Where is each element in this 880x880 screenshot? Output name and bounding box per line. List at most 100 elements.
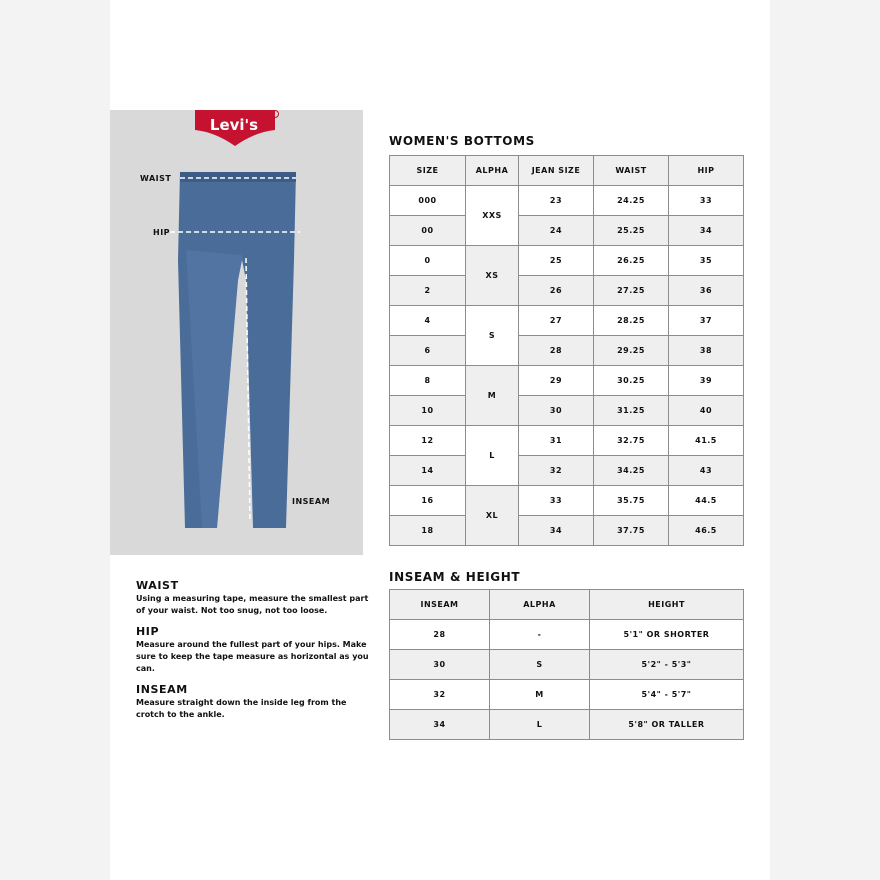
- jean-cell: 27: [518, 305, 594, 336]
- column-header: ALPHA: [465, 155, 519, 186]
- size-cell: 00: [389, 215, 466, 246]
- size-cell: 14: [389, 455, 466, 486]
- table-row: 0 XS 25 26.25 35: [389, 245, 744, 306]
- jean-cell: 25: [518, 245, 594, 276]
- table-cell: 34: [389, 709, 490, 740]
- jean-cell: 33: [518, 485, 594, 516]
- table-row: 2 26 27.25 36: [389, 275, 744, 306]
- table-row: 8 M 29 30.25 39: [389, 365, 744, 426]
- jean-cell: 29: [518, 365, 594, 396]
- table-cell: -: [489, 619, 590, 650]
- table-cell: 32: [389, 679, 490, 710]
- jean-cell: 28: [518, 335, 594, 366]
- table-cell: 5'4" - 5'7": [589, 679, 744, 710]
- instruction-text: Measure straight down the inside leg fro…: [136, 698, 347, 719]
- diagram-label-hip: HIP: [153, 228, 171, 237]
- alpha-cell: XL: [465, 485, 519, 546]
- table-cell: 5'1" OR SHORTER: [589, 619, 744, 650]
- hip-cell: 40: [668, 395, 744, 426]
- alpha-cell: XS: [465, 245, 519, 306]
- size-cell: 2: [389, 275, 466, 306]
- table-row: 30 S 5'2" - 5'3": [389, 649, 744, 680]
- waist-cell: 24.25: [593, 185, 669, 216]
- waist-cell: 32.75: [593, 425, 669, 456]
- womens-bottoms-title: WOMEN'S BOTTOMS: [389, 134, 535, 148]
- waist-cell: 26.25: [593, 245, 669, 276]
- waist-cell: 30.25: [593, 365, 669, 396]
- hip-cell: 37: [668, 305, 744, 336]
- diagram-label-inseam: INSEAM: [292, 497, 331, 506]
- table-row: 10 30 31.25 40: [389, 395, 744, 426]
- size-cell: 18: [389, 515, 466, 546]
- svg-text:Levi's: Levi's: [210, 116, 258, 134]
- waist-cell: 27.25: [593, 275, 669, 306]
- table-row: 32 M 5'4" - 5'7": [389, 679, 744, 710]
- waist-cell: 29.25: [593, 335, 669, 366]
- column-header: WAIST: [593, 155, 669, 186]
- alpha-cell: M: [465, 365, 519, 426]
- waist-cell: 35.75: [593, 485, 669, 516]
- size-cell: 6: [389, 335, 466, 366]
- table-cell: 5'8" OR TALLER: [589, 709, 744, 740]
- size-cell: 4: [389, 305, 466, 336]
- column-header: INSEAM: [389, 589, 490, 620]
- diagram-label-waist: WAIST: [140, 174, 172, 183]
- hip-cell: 34: [668, 215, 744, 246]
- table-cell: 5'2" - 5'3": [589, 649, 744, 680]
- table-row: 18 34 37.75 46.5: [389, 515, 744, 546]
- womens-bottoms-table: SIZE ALPHA JEAN SIZE WAIST HIP 000 XXS 23 24.25 3…: [389, 155, 744, 546]
- waist-cell: 28.25: [593, 305, 669, 336]
- hip-cell: 33: [668, 185, 744, 216]
- hip-cell: 39: [668, 365, 744, 396]
- table-row: 16 XL 33 35.75 44.5: [389, 485, 744, 546]
- column-header: HIP: [668, 155, 744, 186]
- table-cell: L: [489, 709, 590, 740]
- table-row: 14 32 34.25 43: [389, 455, 744, 486]
- jean-cell: 34: [518, 515, 594, 546]
- size-cell: 000: [389, 185, 466, 216]
- jean-cell: 26: [518, 275, 594, 306]
- size-cell: 8: [389, 365, 466, 396]
- waist-cell: 31.25: [593, 395, 669, 426]
- table-cell: 30: [389, 649, 490, 680]
- measurement-instructions: WAIST Using a measuring tape, measure the…: [136, 579, 371, 729]
- jeans-illustration: [170, 172, 300, 528]
- hip-cell: 43: [668, 455, 744, 486]
- jean-cell: 31: [518, 425, 594, 456]
- hip-cell: 35: [668, 245, 744, 276]
- alpha-cell: S: [465, 305, 519, 366]
- jean-cell: 32: [518, 455, 594, 486]
- table-row: 12 L 31 32.75 41.5: [389, 425, 744, 486]
- column-header: JEAN SIZE: [518, 155, 594, 186]
- table-row: 28-5'1" OR SHORTER: [389, 619, 744, 650]
- column-header: SIZE: [389, 155, 466, 186]
- jean-cell: 23: [518, 185, 594, 216]
- size-cell: 0: [389, 245, 466, 276]
- column-header: HEIGHT: [589, 589, 744, 620]
- instruction-title: INSEAM: [136, 683, 188, 696]
- hip-cell: 44.5: [668, 485, 744, 516]
- jean-cell: 30: [518, 395, 594, 426]
- size-cell: 10: [389, 395, 466, 426]
- waist-cell: 34.25: [593, 455, 669, 486]
- instruction-title: HIP: [136, 625, 160, 638]
- hip-cell: 36: [668, 275, 744, 306]
- hip-cell: 41.5: [668, 425, 744, 456]
- table-cell: S: [489, 649, 590, 680]
- table-row: 000 XXS 23 24.25 33: [389, 185, 744, 246]
- table-row: 6 28 29.25 38: [389, 335, 744, 366]
- hip-cell: 46.5: [668, 515, 744, 546]
- table-cell: 28: [389, 619, 490, 650]
- jean-cell: 24: [518, 215, 594, 246]
- table-row: 4 S 27 28.25 37: [389, 305, 744, 366]
- instruction-text: Measure around the fullest part of your …: [136, 640, 369, 673]
- waist-cell: 37.75: [593, 515, 669, 546]
- size-cell: 12: [389, 425, 466, 456]
- alpha-cell: L: [465, 425, 519, 486]
- instruction-title: WAIST: [136, 579, 179, 592]
- table-row: 34 L 5'8" OR TALLER: [389, 709, 744, 740]
- instruction-text: Using a measuring tape, measure the smal…: [136, 594, 369, 615]
- size-cell: 16: [389, 485, 466, 516]
- levis-logo: Levi's: [195, 110, 279, 146]
- column-header: ALPHA: [489, 589, 590, 620]
